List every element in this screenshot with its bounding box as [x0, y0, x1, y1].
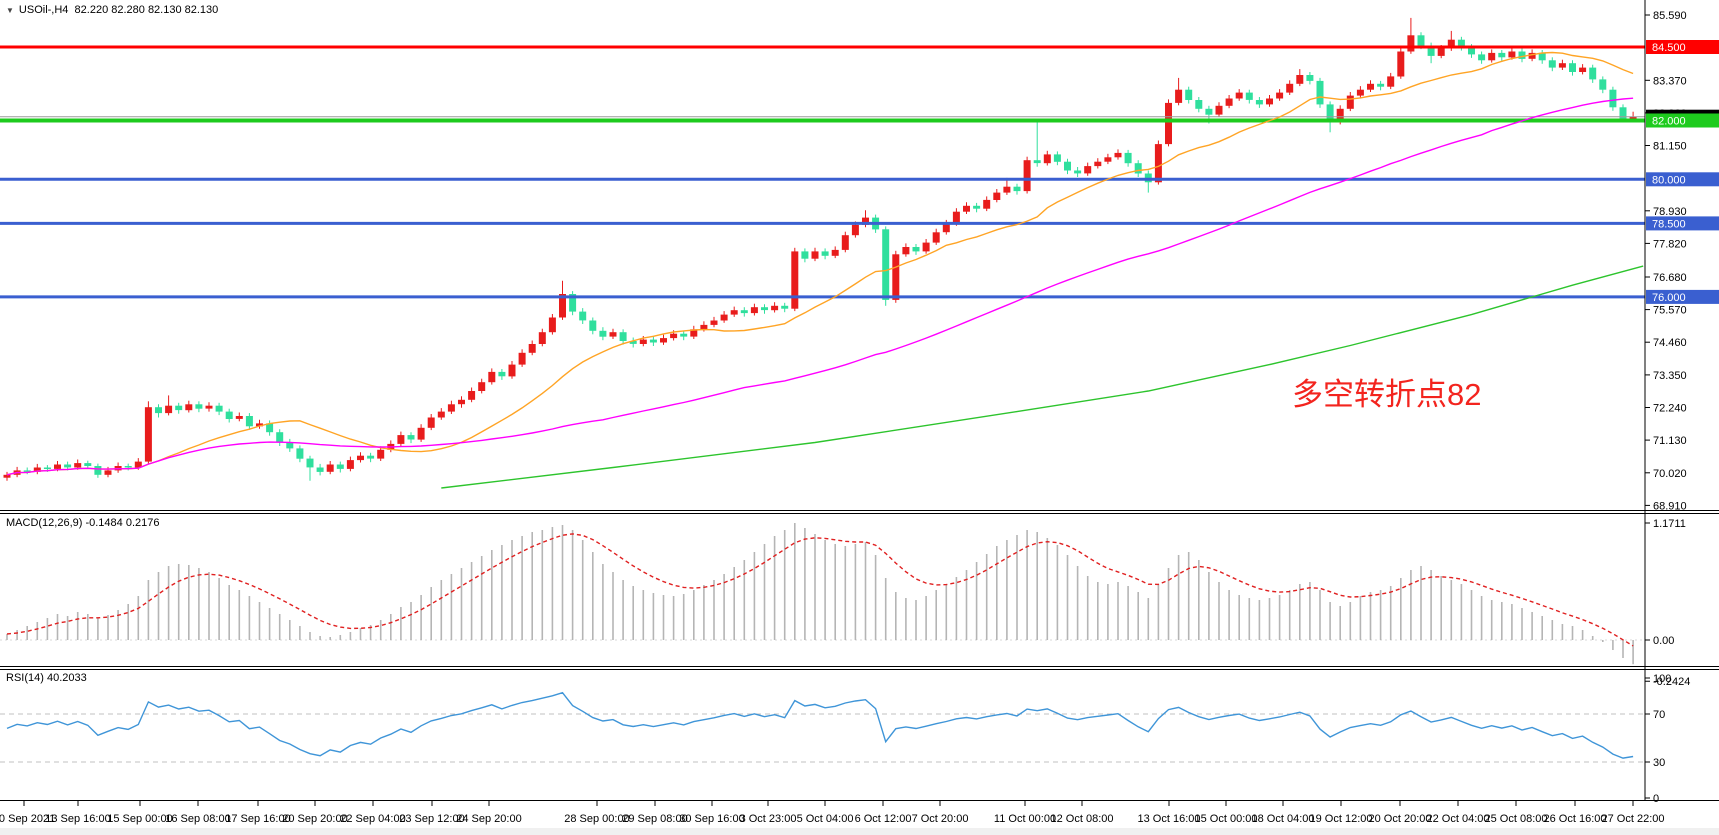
svg-text:-0.2424: -0.2424 — [1653, 676, 1690, 688]
price-badge — [1646, 289, 1719, 304]
svg-text:85.590: 85.590 — [1653, 10, 1687, 22]
svg-text:10 Sep 2021: 10 Sep 2021 — [0, 813, 55, 825]
svg-text:30: 30 — [1653, 757, 1665, 769]
horizontal-level-lines[interactable] — [0, 45, 1645, 299]
svg-text:30 Sep 16:00: 30 Sep 16:00 — [679, 813, 744, 825]
macd-panel — [0, 523, 1645, 665]
svg-text:1.1711: 1.1711 — [1653, 518, 1686, 530]
svg-text:22 Oct 04:00: 22 Oct 04:00 — [1427, 813, 1490, 825]
svg-text:74.460: 74.460 — [1653, 337, 1687, 349]
svg-text:16 Sep 08:00: 16 Sep 08:00 — [165, 813, 230, 825]
rsi-line — [6, 691, 1634, 759]
svg-text:12 Oct 08:00: 12 Oct 08:00 — [1051, 813, 1114, 825]
svg-text:71.130: 71.130 — [1653, 435, 1687, 447]
svg-text:19 Oct 12:00: 19 Oct 12:00 — [1310, 813, 1373, 825]
svg-text:7 Oct 20:00: 7 Oct 20:00 — [912, 813, 969, 825]
svg-text:78.500: 78.500 — [1652, 218, 1686, 230]
svg-text:11 Oct 00:00: 11 Oct 00:00 — [994, 813, 1056, 825]
svg-text:15 Sep 00:00: 15 Sep 00:00 — [107, 813, 172, 825]
price-badge — [1646, 216, 1719, 231]
svg-text:25 Oct 08:00: 25 Oct 08:00 — [1485, 813, 1548, 825]
svg-text:29 Sep 08:00: 29 Sep 08:00 — [622, 813, 687, 825]
svg-text:76.680: 76.680 — [1653, 272, 1687, 284]
svg-text:73.350: 73.350 — [1653, 370, 1687, 382]
svg-text:84.500: 84.500 — [1652, 42, 1686, 54]
svg-text:0: 0 — [1653, 793, 1659, 805]
svg-text:5 Oct 04:00: 5 Oct 04:00 — [797, 813, 854, 825]
svg-text:26 Oct 16:00: 26 Oct 16:00 — [1544, 813, 1607, 825]
ma-slow-line — [441, 265, 1644, 489]
svg-text:78.930: 78.930 — [1653, 206, 1687, 218]
rsi-indicator-label: RSI(14) 40.2033 — [6, 672, 87, 684]
svg-text:20 Sep 20:00: 20 Sep 20:00 — [282, 813, 347, 825]
svg-text:22 Sep 04:00: 22 Sep 04:00 — [340, 813, 405, 825]
svg-text:17 Sep 16:00: 17 Sep 16:00 — [225, 813, 290, 825]
svg-text:13 Sep 16:00: 13 Sep 16:00 — [45, 813, 110, 825]
macd-indicator-label: MACD(12,26,9) -0.1484 0.2176 — [6, 517, 160, 529]
symbol-info-bar[interactable]: ▼ USOil-,H4 82.220 82.280 82.130 82.130 — [6, 4, 218, 16]
svg-text:20 Oct 20:00: 20 Oct 20:00 — [1369, 813, 1432, 825]
svg-text:23 Sep 12:00: 23 Sep 12:00 — [399, 813, 464, 825]
svg-text:75.570: 75.570 — [1653, 305, 1687, 317]
svg-text:6 Oct 12:00: 6 Oct 12:00 — [855, 813, 912, 825]
price-badge — [1646, 113, 1719, 128]
svg-text:15 Oct 00:00: 15 Oct 00:00 — [1195, 813, 1258, 825]
svg-text:0.00: 0.00 — [1653, 635, 1674, 647]
svg-text:27 Oct 22:00: 27 Oct 22:00 — [1602, 813, 1665, 825]
svg-text:28 Sep 00:00: 28 Sep 00:00 — [564, 813, 629, 825]
svg-text:70.020: 70.020 — [1653, 468, 1687, 480]
svg-text:82.000: 82.000 — [1652, 116, 1686, 128]
svg-text:80.000: 80.000 — [1652, 174, 1686, 186]
symbol-dropdown-icon[interactable]: ▼ — [6, 5, 14, 15]
rsi-panel — [0, 713, 1645, 763]
price-badge — [1646, 40, 1719, 54]
svg-text:70: 70 — [1653, 709, 1665, 721]
price-badge — [1646, 172, 1719, 187]
macd-signal-line — [6, 533, 1634, 647]
price-axis[interactable]: 85.59083.37082.26081.15078.93077.82076.6… — [1645, 10, 1719, 512]
svg-text:76.000: 76.000 — [1652, 292, 1686, 304]
ma-fast-line — [6, 51, 1634, 476]
svg-text:3 Oct 23:00: 3 Oct 23:00 — [740, 813, 797, 825]
svg-text:72.240: 72.240 — [1653, 403, 1687, 415]
price-axis-badges: 84.500 82.000 80.000 78.500 76.000 — [1646, 40, 1719, 304]
candlesticks — [3, 17, 1637, 481]
svg-text:77.820: 77.820 — [1653, 238, 1687, 250]
svg-text:24 Sep 20:00: 24 Sep 20:00 — [456, 813, 521, 825]
svg-text:81.150: 81.150 — [1653, 141, 1687, 153]
ma-mid-line — [6, 97, 1634, 476]
svg-text:100: 100 — [1653, 673, 1671, 685]
symbol-ohlc-text: USOil-,H4 82.220 82.280 82.130 82.130 — [18, 4, 219, 16]
svg-text:18 Oct 04:00: 18 Oct 04:00 — [1252, 813, 1315, 825]
svg-text:68.910: 68.910 — [1653, 500, 1687, 512]
svg-text:83.370: 83.370 — [1653, 75, 1687, 87]
svg-text:13 Oct 16:00: 13 Oct 16:00 — [1138, 813, 1201, 825]
chart-annotation-text: 多空转折点82 — [1292, 377, 1482, 412]
